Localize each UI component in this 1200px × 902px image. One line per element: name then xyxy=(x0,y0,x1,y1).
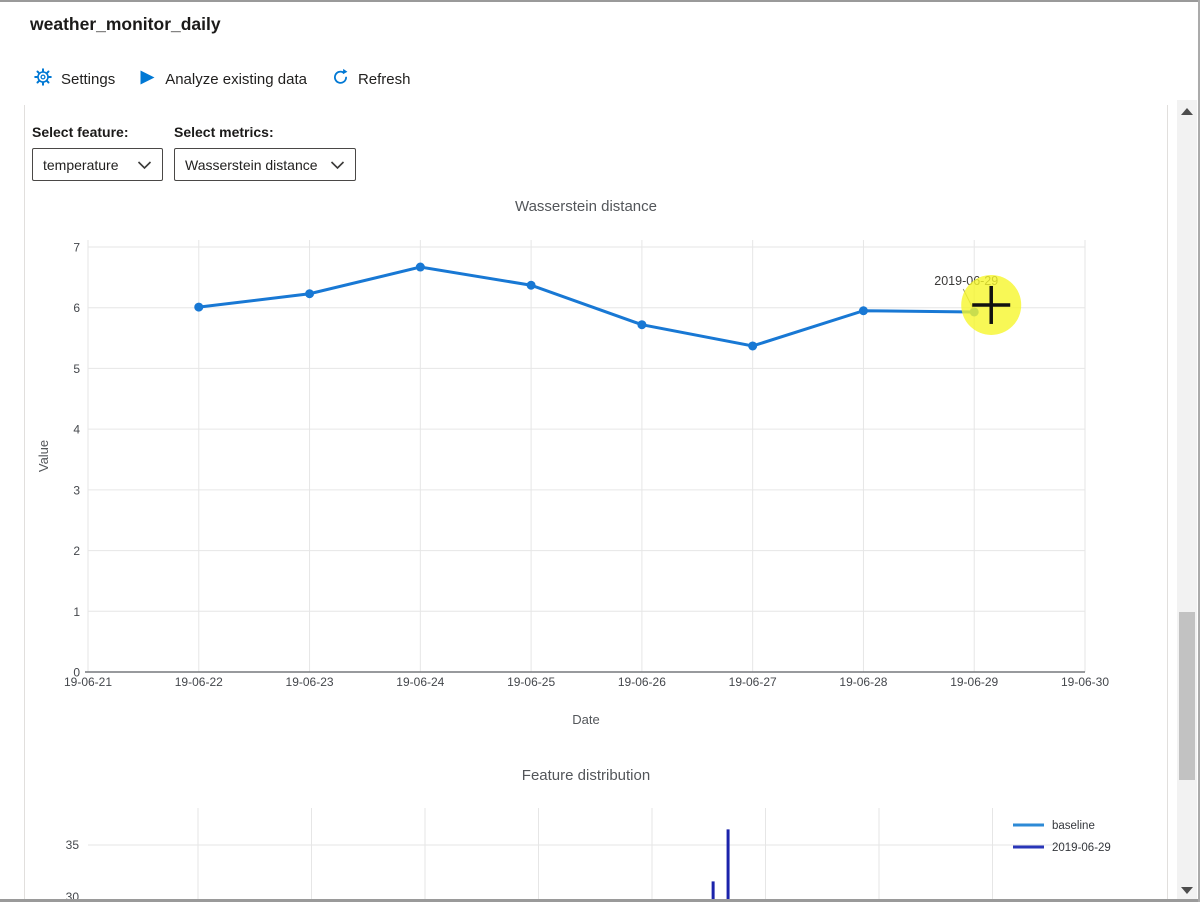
svg-text:Feature distribution: Feature distribution xyxy=(522,767,650,784)
data-point xyxy=(194,302,204,312)
scrollbar-thumb[interactable] xyxy=(1179,612,1195,780)
window-right-border xyxy=(1198,0,1200,902)
window-bottom-border xyxy=(0,899,1200,902)
data-point xyxy=(748,341,758,351)
window-top-border xyxy=(0,0,1200,2)
scroll-up-arrow[interactable] xyxy=(1181,108,1193,115)
settings-button[interactable]: Settings xyxy=(34,68,115,90)
data-point xyxy=(858,306,868,316)
settings-label: Settings xyxy=(61,70,116,88)
chevron-down-icon xyxy=(330,157,345,173)
svg-text:19-06-22: 19-06-22 xyxy=(175,675,223,689)
feature-dropdown-value: temperature xyxy=(43,156,119,173)
click-indicator: 2019-06-29 xyxy=(934,274,1022,335)
analyze-label: Analyze existing data xyxy=(165,70,307,88)
refresh-icon xyxy=(331,68,349,90)
content-panel-left-border xyxy=(24,105,25,902)
svg-text:2: 2 xyxy=(73,544,80,558)
data-point xyxy=(415,262,425,272)
svg-text:19-06-21: 19-06-21 xyxy=(64,675,112,689)
select-feature-label: Select feature: xyxy=(32,124,129,140)
refresh-label: Refresh xyxy=(357,70,411,88)
svg-text:19-06-27: 19-06-27 xyxy=(729,675,777,689)
chevron-down-icon xyxy=(137,157,152,173)
svg-text:19-06-30: 19-06-30 xyxy=(1061,675,1109,689)
analyze-existing-data-button[interactable]: Analyze existing data xyxy=(139,69,307,90)
toolbar: Settings Analyze existing data Refresh xyxy=(34,68,411,90)
play-icon xyxy=(139,69,156,90)
feature-distribution-chart: Feature distribution3530baseline2019-06-… xyxy=(66,767,1111,902)
svg-text:0: 0 xyxy=(73,666,80,680)
svg-text:4: 4 xyxy=(73,423,80,437)
svg-text:35: 35 xyxy=(66,838,80,852)
scroll-down-arrow[interactable] xyxy=(1181,887,1193,894)
page-title: weather_monitor_daily xyxy=(30,14,221,34)
gear-icon xyxy=(34,68,52,90)
svg-text:Value: Value xyxy=(36,440,51,472)
metrics-dropdown[interactable]: Wasserstein distance xyxy=(174,148,356,181)
svg-text:Date: Date xyxy=(572,712,599,727)
wasserstein-line-chart: Wasserstein distance 19-06-21 19-06-22 19-0… xyxy=(36,198,1109,727)
select-metrics-label: Select metrics: xyxy=(174,124,274,140)
svg-text:19-06-23: 19-06-23 xyxy=(286,675,334,689)
metrics-dropdown-value: Wasserstein distance xyxy=(185,156,318,173)
content-panel-right-border xyxy=(1167,105,1168,902)
svg-text:6: 6 xyxy=(73,301,80,315)
vertical-scrollbar[interactable] xyxy=(1177,100,1197,902)
line-series xyxy=(198,265,975,348)
legend-label: baseline xyxy=(1052,820,1095,832)
feature-dropdown[interactable]: temperature xyxy=(32,148,163,181)
refresh-button[interactable]: Refresh xyxy=(331,68,411,90)
svg-text:1: 1 xyxy=(73,605,80,619)
svg-text:7: 7 xyxy=(73,241,80,255)
legend-label: 2019-06-29 xyxy=(1052,842,1111,854)
data-point xyxy=(526,280,536,290)
data-point xyxy=(637,320,647,330)
svg-text:19-06-24: 19-06-24 xyxy=(396,675,444,689)
svg-text:19-06-25: 19-06-25 xyxy=(507,675,555,689)
svg-text:3: 3 xyxy=(73,483,80,497)
svg-text:5: 5 xyxy=(73,362,80,376)
data-point xyxy=(305,289,315,299)
svg-text:19-06-28: 19-06-28 xyxy=(839,675,887,689)
svg-text:19-06-26: 19-06-26 xyxy=(618,675,666,689)
svg-text:19-06-29: 19-06-29 xyxy=(950,675,998,689)
svg-text:Wasserstein distance: Wasserstein distance xyxy=(515,198,657,215)
